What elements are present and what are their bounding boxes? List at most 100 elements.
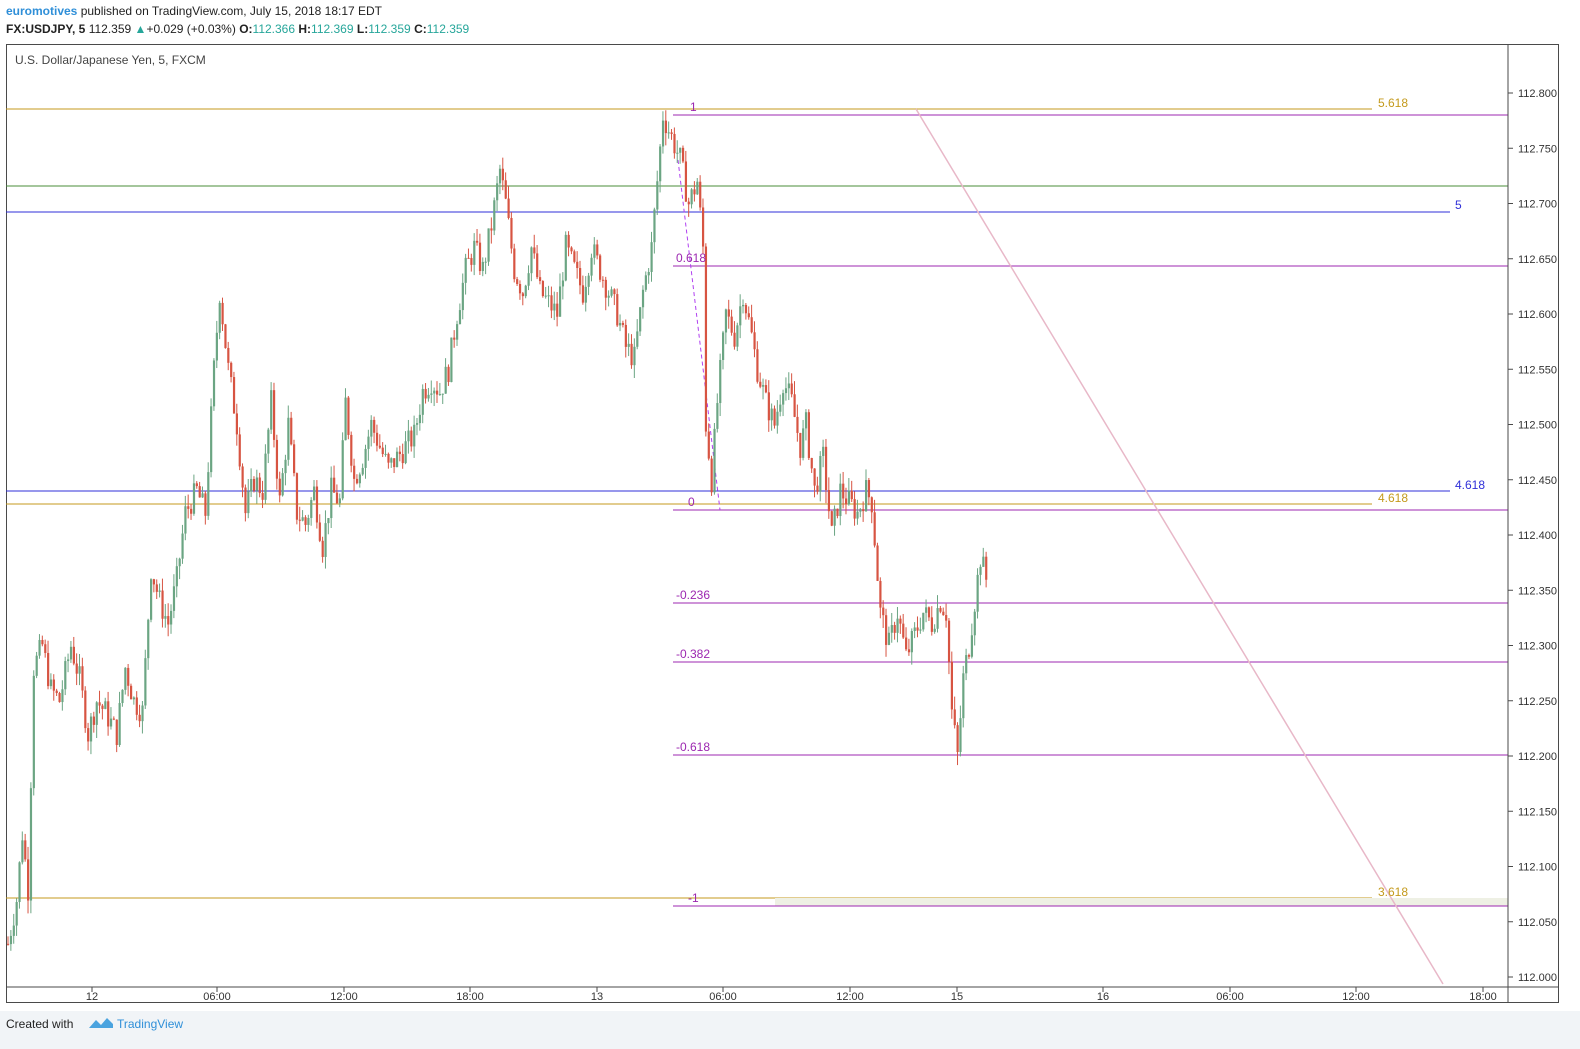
candle-body: [275, 439, 279, 479]
candle-body: [679, 147, 682, 153]
candle-body: [321, 540, 324, 557]
candle-body: [950, 661, 953, 710]
candle-body: [175, 566, 178, 587]
candle-body: [576, 261, 579, 269]
candle-body: [561, 280, 565, 287]
y-tick-label: 112.400: [1518, 530, 1557, 542]
candle-body: [238, 434, 241, 467]
candle-body: [933, 628, 936, 632]
candle-body: [404, 441, 407, 464]
symbol-info: FX:USDJPY, 5 112.359 ▲+0.029 (+0.03%) O:…: [6, 22, 469, 36]
candle-body: [98, 702, 101, 706]
candle-body: [381, 447, 384, 455]
candle-body: [862, 509, 865, 512]
candle-body: [739, 306, 742, 326]
candle-body: [750, 317, 753, 333]
candle-body: [847, 490, 851, 505]
candle-body: [762, 385, 765, 387]
candle-body: [350, 434, 353, 466]
candle-body: [438, 394, 442, 396]
candle-body: [607, 295, 610, 298]
candle-body: [584, 286, 587, 303]
candle-body: [507, 198, 510, 218]
y-tick-label: 112.350: [1518, 585, 1557, 597]
candle-body: [44, 644, 47, 653]
candle-body: [430, 393, 433, 395]
fib-level-label: 0.618: [676, 251, 706, 265]
candle-body: [922, 612, 925, 630]
candle-body: [335, 492, 339, 504]
candle-body: [784, 388, 788, 394]
candle-body: [333, 477, 336, 493]
candle-body: [713, 428, 716, 493]
y-tick-label: 112.150: [1518, 806, 1557, 818]
candle-body: [121, 689, 124, 704]
candle-body: [144, 658, 147, 706]
candle-body: [158, 590, 161, 592]
open-label: O:: [239, 22, 253, 36]
candle-body: [867, 480, 871, 498]
candle-body: [967, 655, 971, 657]
tradingview-link[interactable]: TradingView: [117, 1017, 184, 1031]
candle-body: [250, 478, 253, 492]
candle-body: [421, 388, 424, 415]
candle-body: [458, 310, 462, 325]
candle-body: [613, 289, 616, 295]
candle-body: [925, 607, 928, 613]
y-tick-label: 112.300: [1518, 641, 1557, 653]
candle-body: [936, 608, 939, 629]
candle-body: [92, 716, 95, 725]
candle-body: [824, 446, 828, 491]
candle-body: [619, 322, 622, 326]
candle-body: [670, 132, 673, 134]
candle-body: [899, 618, 902, 624]
candle-body: [484, 261, 487, 263]
candle-body: [956, 725, 959, 753]
chart-frame[interactable]: [6, 44, 1559, 1003]
y-tick-label: 112.000: [1518, 972, 1557, 984]
candle-body: [155, 584, 158, 592]
candle-body: [49, 679, 53, 687]
candle-body: [896, 618, 899, 633]
candle-body: [510, 217, 513, 249]
candle-body: [913, 627, 916, 632]
candle-body: [979, 566, 982, 575]
candle-body: [87, 728, 90, 742]
candle-body: [232, 377, 236, 414]
up-arrow-icon: ▲: [134, 22, 147, 36]
candle-body: [804, 412, 808, 429]
candle-body: [358, 474, 361, 484]
candle-body: [427, 394, 430, 399]
candle-body: [839, 483, 842, 517]
candle-body: [627, 343, 630, 347]
candle-body: [673, 133, 676, 154]
candle-body: [221, 302, 224, 325]
candle-body: [181, 533, 184, 559]
candle-body: [115, 719, 118, 745]
candle-body: [152, 579, 156, 585]
x-tick-label: 12:00: [1342, 991, 1370, 1003]
author-link[interactable]: euromotives: [6, 4, 78, 18]
candle-body: [264, 453, 267, 500]
candle-body: [621, 322, 625, 325]
candle-body: [341, 440, 344, 499]
candle-body: [69, 646, 73, 660]
y-tick-label: 112.600: [1518, 309, 1557, 321]
fib-shade-band: [775, 898, 1508, 906]
y-tick-label: 112.800: [1518, 88, 1557, 100]
last-price: 112.359: [88, 22, 132, 36]
candle-body: [759, 381, 762, 387]
fib-level-label: -0.382: [676, 647, 710, 661]
candle-body: [547, 295, 550, 297]
candle-body: [842, 483, 845, 499]
candle-body: [27, 859, 30, 901]
candle-body: [370, 419, 373, 437]
footer: Created with TradingView: [0, 1011, 1580, 1049]
candle-body: [541, 281, 545, 297]
candle-body: [47, 652, 50, 687]
candle-body: [782, 393, 785, 405]
candle-body: [252, 478, 256, 491]
candles: [7, 110, 988, 951]
candle-body: [190, 508, 193, 514]
price-chart[interactable]: 112.800 112.750 112.700 112.650 112.600 112.5…: [0, 0, 1580, 1011]
